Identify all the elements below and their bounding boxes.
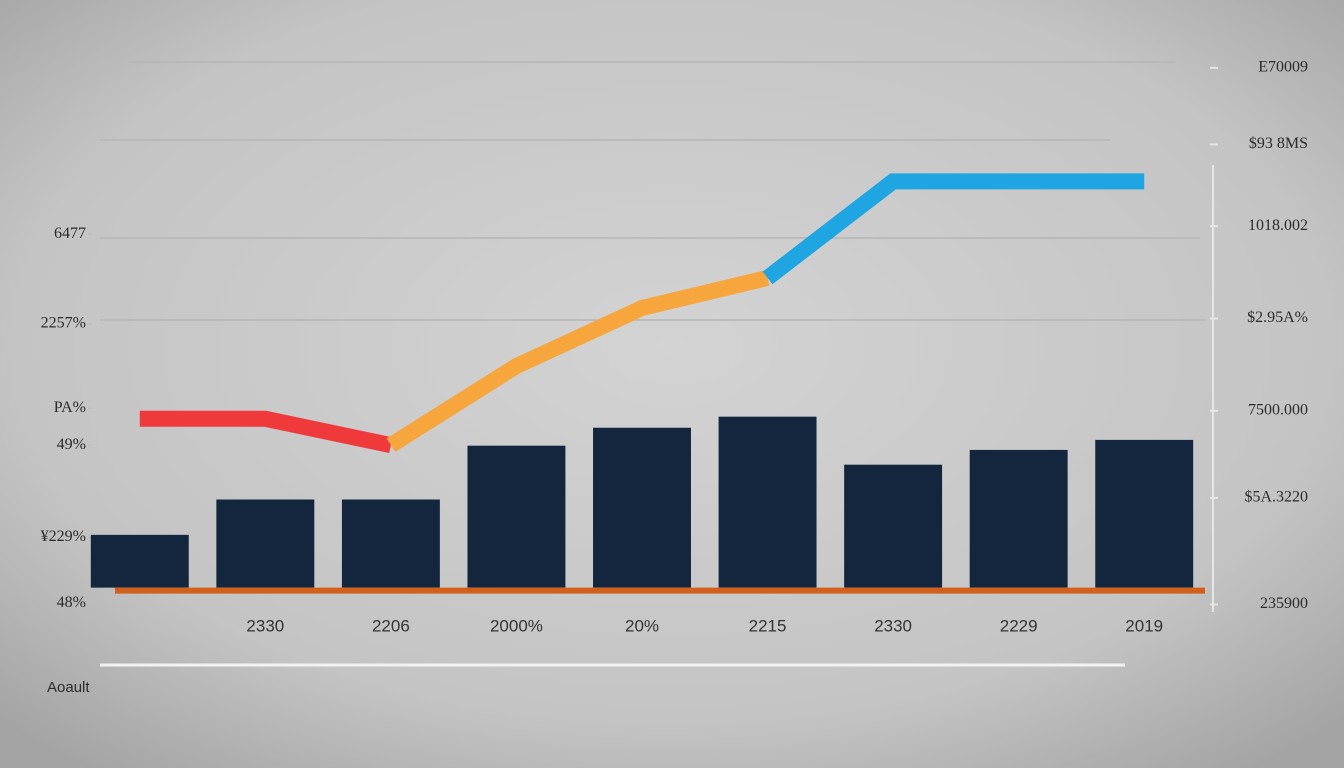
y-tick-label: 49%: [57, 436, 86, 453]
decor-lines: [100, 61, 1205, 321]
y2-tick-label: 7500.000: [1248, 402, 1308, 419]
bar: [467, 445, 566, 588]
bar: [969, 449, 1068, 588]
y-tick-label: 48%: [57, 594, 86, 611]
x-axis-label: Aoault: [47, 679, 90, 696]
trend-line: [139, 410, 393, 453]
bar: [90, 534, 189, 588]
trend-line: [386, 270, 770, 452]
x-tick-label: 2330: [874, 616, 912, 635]
bar: [1095, 439, 1194, 588]
y2-tick-label: $93 8MS: [1249, 135, 1308, 152]
trend-line: [762, 173, 1145, 285]
bar: [216, 499, 315, 588]
x-tick-label: 2215: [749, 616, 787, 635]
y-tick-label: PA%: [54, 399, 86, 416]
x-tick-label: 2019: [1125, 616, 1163, 635]
bar: [844, 464, 943, 588]
y2-tick-label: $5A.3220: [1244, 489, 1308, 506]
x-tick-label: 2229: [1000, 616, 1038, 635]
bar: [341, 499, 440, 588]
y-tick-label: ¥229%: [41, 528, 86, 545]
x-tick-label: 2206: [372, 616, 410, 635]
y2-tick-label: 1018.002: [1248, 217, 1308, 234]
y2-tick-label: 235900: [1260, 595, 1308, 612]
y2-tick-label: $2.95A%: [1247, 309, 1308, 326]
x-tick-label: 2000%: [490, 616, 543, 635]
x-tick-label: 2330: [246, 616, 284, 635]
bar: [718, 416, 817, 588]
y2-tick-label: E70009: [1258, 59, 1308, 76]
y-tick-label: 6477: [54, 225, 86, 242]
bar: [593, 427, 691, 588]
y-tick-label: 2257%: [41, 314, 86, 331]
x-tick-label: 20%: [625, 616, 659, 635]
